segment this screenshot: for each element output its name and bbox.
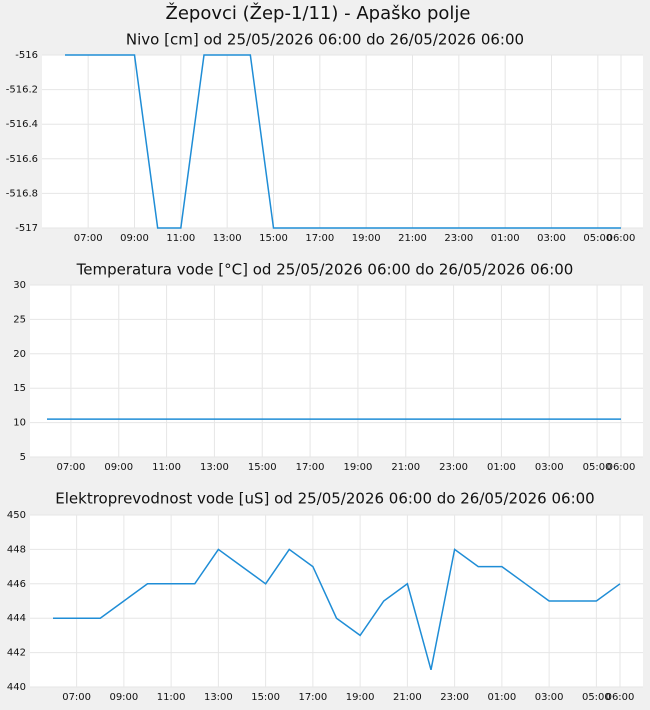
plot-area [42, 55, 643, 228]
y-tick-label: 450 [7, 510, 26, 521]
x-tick-label: 19:00 [352, 233, 381, 244]
x-tick-label: 03:00 [535, 462, 564, 473]
x-tick-label: 17:00 [298, 692, 327, 703]
x-tick-label: 09:00 [104, 462, 133, 473]
x-tick-label: 11:00 [157, 692, 186, 703]
y-tick-label: -516.8 [6, 188, 38, 199]
x-tick-label: 05:00 [583, 233, 612, 244]
x-tick-label: 01:00 [491, 233, 520, 244]
x-tick-label: 15:00 [248, 462, 277, 473]
x-tick-label: 03:00 [537, 233, 566, 244]
x-tick-label: 01:00 [487, 462, 516, 473]
y-tick-label: 20 [13, 349, 26, 360]
x-tick-label: 13:00 [200, 462, 229, 473]
data-line [65, 54, 621, 229]
y-tick-label: 30 [13, 280, 26, 291]
x-tick-label: 06:00 [607, 233, 636, 244]
plot-area [30, 515, 643, 687]
x-tick-label: 11:00 [166, 233, 195, 244]
y-tick-label: -516.6 [6, 154, 38, 165]
x-tick-label: 07:00 [62, 692, 91, 703]
chart-subtitle: Elektroprevodnost vode [uS] od 25/05/202… [55, 490, 594, 508]
x-tick-label: 15:00 [259, 233, 288, 244]
chart-subtitle: Temperatura vode [°C] od 25/05/2026 06:0… [76, 261, 574, 279]
data-line [53, 548, 621, 670]
x-tick-label: 05:00 [582, 692, 611, 703]
y-tick-label: -516 [15, 50, 38, 61]
x-tick-label: 21:00 [391, 462, 420, 473]
y-tick-label: 448 [7, 544, 26, 555]
x-tick-label: 09:00 [109, 692, 138, 703]
x-tick-label: 05:00 [583, 462, 612, 473]
x-tick-label: 21:00 [393, 692, 422, 703]
y-tick-label: -516.4 [6, 119, 38, 130]
y-tick-label: 446 [7, 579, 26, 590]
x-tick-label: 13:00 [204, 692, 233, 703]
x-tick-label: 01:00 [487, 692, 516, 703]
x-tick-label: 23:00 [440, 692, 469, 703]
y-tick-label: 444 [7, 613, 26, 624]
y-tick-label: 440 [7, 682, 26, 693]
y-tick-label: 442 [7, 648, 26, 659]
y-tick-label: 25 [13, 314, 26, 325]
x-tick-label: 19:00 [344, 462, 373, 473]
x-tick-label: 17:00 [296, 462, 325, 473]
x-tick-label: 23:00 [444, 233, 473, 244]
x-tick-label: 09:00 [120, 233, 149, 244]
x-tick-label: 06:00 [607, 462, 636, 473]
y-tick-label: 15 [13, 383, 26, 394]
x-tick-label: 19:00 [346, 692, 375, 703]
x-tick-label: 11:00 [152, 462, 181, 473]
x-tick-label: 13:00 [213, 233, 242, 244]
x-tick-label: 21:00 [398, 233, 427, 244]
y-tick-label: -516.2 [6, 85, 38, 96]
x-tick-label: 15:00 [251, 692, 280, 703]
x-tick-label: 17:00 [305, 233, 334, 244]
x-tick-label: 23:00 [439, 462, 468, 473]
y-tick-label: -517 [15, 223, 38, 234]
x-tick-label: 07:00 [57, 462, 86, 473]
y-tick-label: 5 [20, 452, 26, 463]
page-title: Žepovci (Žep-1/11) - Apaško polje [165, 2, 470, 24]
x-tick-label: 03:00 [535, 692, 564, 703]
x-tick-label: 07:00 [74, 233, 103, 244]
plot-area [30, 285, 643, 457]
chart-subtitle: Nivo [cm] od 25/05/2026 06:00 do 26/05/2… [126, 31, 524, 49]
y-tick-label: 10 [13, 418, 26, 429]
x-tick-label: 06:00 [606, 692, 635, 703]
